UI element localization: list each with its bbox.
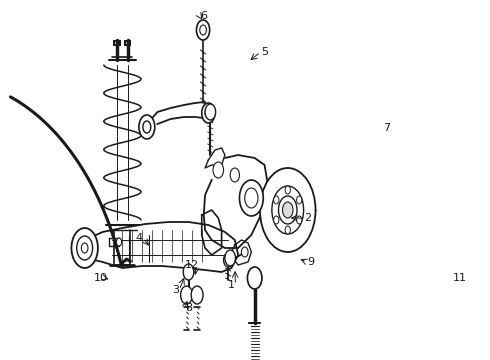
Text: 1: 1 [228,280,235,290]
Circle shape [181,286,193,304]
Circle shape [225,250,236,266]
Circle shape [117,238,122,246]
Text: 12: 12 [185,260,199,270]
Circle shape [213,162,223,178]
Circle shape [223,253,233,267]
Polygon shape [204,155,268,248]
Circle shape [273,216,279,224]
Circle shape [296,196,302,204]
Text: 10: 10 [94,273,107,283]
Circle shape [278,196,297,224]
Circle shape [260,168,316,252]
Circle shape [191,286,203,304]
Polygon shape [73,222,238,272]
Circle shape [202,103,215,123]
Polygon shape [149,102,208,132]
Circle shape [205,108,212,118]
Text: 6: 6 [200,11,207,21]
Circle shape [72,228,98,268]
Circle shape [81,243,88,253]
Circle shape [285,186,291,194]
Circle shape [272,186,304,234]
Circle shape [285,226,291,234]
Text: 4: 4 [135,233,143,243]
Text: 8: 8 [185,303,192,313]
Circle shape [282,202,293,218]
Text: 5: 5 [261,47,268,57]
Text: 3: 3 [172,285,179,295]
Circle shape [196,20,210,40]
Circle shape [240,180,263,216]
Circle shape [77,236,93,260]
Circle shape [296,216,302,224]
Polygon shape [202,210,221,255]
Circle shape [242,247,248,257]
Circle shape [273,196,279,204]
Polygon shape [205,148,225,168]
Circle shape [183,264,194,280]
Text: 9: 9 [307,257,315,267]
Circle shape [205,104,216,120]
Text: 11: 11 [453,273,467,283]
Polygon shape [230,240,251,265]
Circle shape [247,267,262,289]
Text: 7: 7 [383,123,391,133]
Circle shape [230,168,240,182]
Circle shape [143,121,151,133]
Circle shape [139,115,155,139]
Circle shape [200,25,206,35]
Text: 2: 2 [304,213,311,223]
Circle shape [245,188,258,208]
